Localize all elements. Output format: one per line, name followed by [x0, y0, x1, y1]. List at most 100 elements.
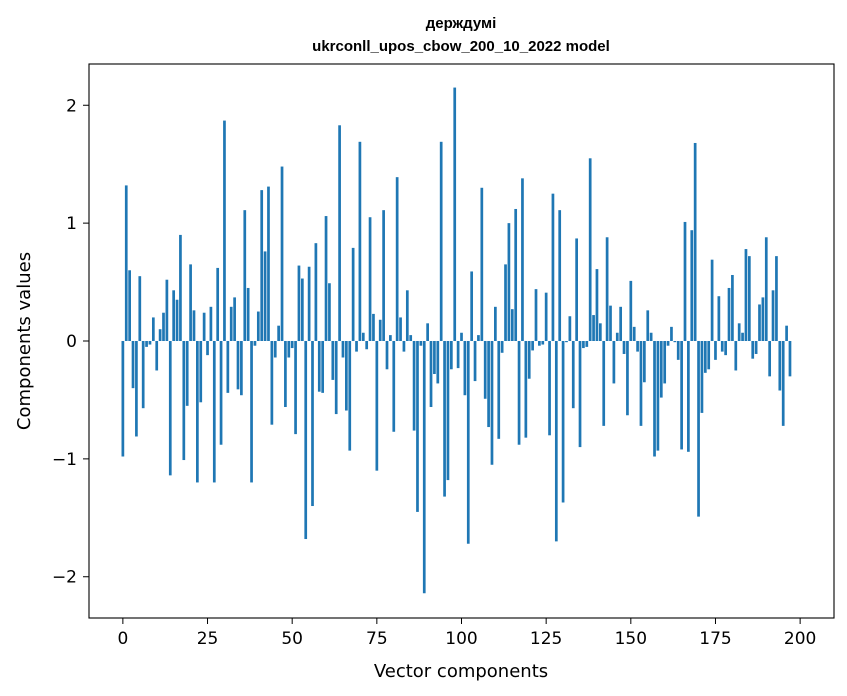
bar-34	[236, 341, 240, 390]
bar-160	[663, 341, 667, 384]
bar-105	[477, 335, 480, 341]
y-tick-label-2: 0	[66, 332, 77, 352]
bar-47	[280, 166, 284, 341]
bar-82	[399, 317, 402, 341]
bar-53	[300, 278, 304, 341]
bar-5	[138, 276, 142, 341]
bar-135	[578, 341, 582, 448]
bar-45	[273, 341, 277, 358]
bar-96	[446, 341, 450, 481]
bar-107	[483, 341, 487, 399]
bar-194	[778, 341, 782, 391]
bar-7	[145, 341, 148, 347]
bar-102	[466, 341, 470, 544]
bar-97	[449, 341, 453, 370]
bar-70	[358, 141, 362, 341]
x-tick-label-25: 25	[197, 629, 219, 649]
bar-119	[524, 341, 528, 438]
bar-89	[422, 341, 426, 594]
bar-32	[229, 306, 233, 341]
bar-155	[646, 310, 650, 341]
bar-143	[605, 237, 609, 341]
bar-183	[741, 332, 744, 341]
bar-139	[592, 315, 595, 341]
bar-174	[710, 259, 714, 341]
y-axis-ticks: −2 −1 0 1 2	[52, 96, 89, 588]
bar-188	[758, 304, 761, 341]
bar-141	[598, 323, 602, 341]
bar-193	[775, 256, 778, 341]
bar-176	[717, 296, 721, 341]
bar-48	[284, 341, 287, 408]
bar-51	[294, 341, 297, 435]
bar-23	[199, 341, 203, 403]
bar-26	[209, 306, 213, 341]
bar-62	[331, 341, 335, 380]
bar-94	[439, 141, 443, 341]
bar-121	[531, 341, 534, 351]
bar-37	[246, 287, 250, 341]
bar-18	[182, 341, 186, 461]
bar-109	[490, 341, 494, 465]
bar-1	[124, 185, 128, 341]
bar-27	[212, 341, 216, 483]
bar-187	[754, 341, 758, 354]
bar-86	[412, 341, 416, 431]
bar-151	[632, 326, 636, 341]
bar-20	[189, 264, 192, 341]
bar-92	[433, 341, 436, 374]
bar-169	[693, 142, 697, 341]
bar-144	[609, 305, 612, 341]
bar-52	[297, 265, 301, 341]
bar-15	[172, 290, 176, 341]
bar-3	[131, 341, 135, 389]
bar-167	[687, 341, 690, 452]
bar-0	[121, 341, 125, 457]
bar-61	[328, 283, 331, 341]
bar-59	[321, 341, 325, 393]
bar-154	[643, 341, 646, 383]
bar-54	[304, 341, 308, 540]
bar-50	[290, 341, 294, 349]
bar-138	[588, 158, 592, 341]
bar-71	[361, 332, 365, 341]
bar-63	[334, 341, 338, 415]
x-axis-ticks: 0 25 50 75 100 125 150 175 200	[117, 618, 816, 649]
bar-19	[185, 341, 189, 406]
bar-11	[158, 329, 162, 341]
bar-147	[619, 306, 623, 341]
bar-67	[348, 341, 352, 451]
bar-33	[233, 297, 236, 341]
bar-131	[565, 341, 568, 343]
bar-series	[121, 87, 792, 594]
bar-189	[761, 297, 765, 341]
bar-195	[781, 341, 785, 426]
bar-186	[751, 341, 755, 359]
bar-84	[405, 290, 409, 341]
bar-180	[731, 274, 734, 341]
bar-106	[480, 187, 484, 341]
bar-140	[595, 269, 599, 341]
x-tick-label-175: 175	[699, 629, 731, 649]
bar-172	[703, 341, 707, 373]
bar-46	[277, 325, 280, 341]
bar-75	[375, 341, 379, 471]
bar-134	[575, 238, 578, 341]
bar-85	[409, 335, 413, 341]
plot-area-frame	[88, 63, 835, 619]
bar-173	[707, 341, 711, 370]
bar-77	[382, 210, 385, 341]
bar-171	[700, 341, 704, 413]
bar-98	[453, 87, 457, 341]
bar-87	[416, 341, 419, 512]
bar-65	[341, 341, 345, 358]
bar-4	[135, 341, 138, 437]
bar-128	[554, 341, 558, 542]
bar-78	[385, 341, 389, 370]
bar-81	[395, 177, 399, 341]
bar-182	[737, 323, 741, 341]
bar-158	[656, 341, 660, 451]
bar-124	[541, 341, 545, 345]
bar-153	[639, 341, 643, 426]
bar-69	[355, 341, 358, 352]
